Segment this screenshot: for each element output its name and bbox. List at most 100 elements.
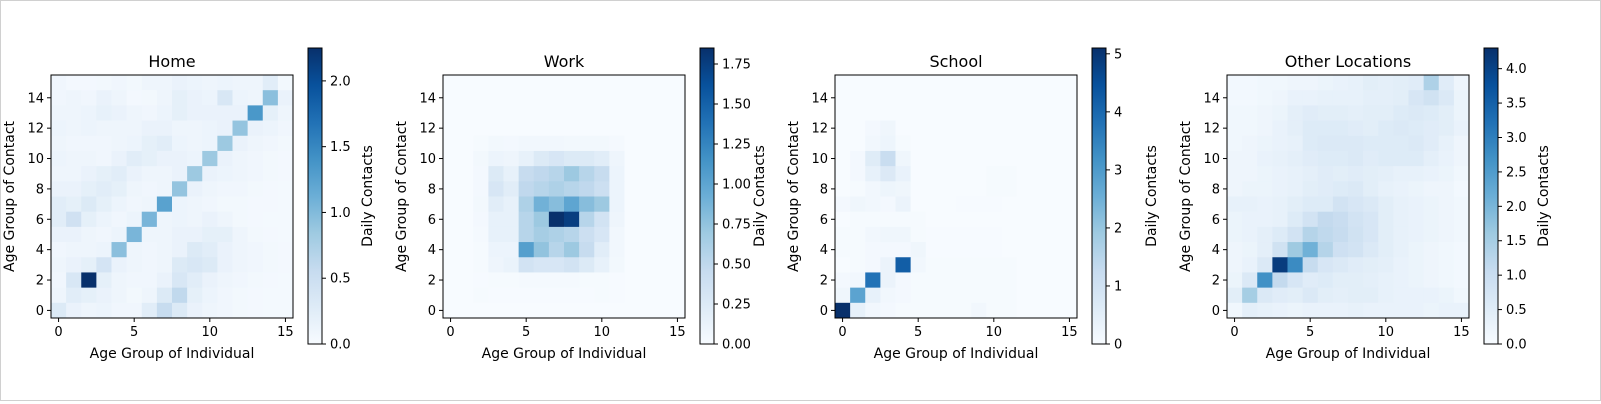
heatmap-cell bbox=[533, 166, 550, 182]
heatmap-cells bbox=[51, 75, 294, 319]
heatmap-cell bbox=[971, 302, 987, 319]
heatmap-cell bbox=[1031, 211, 1048, 228]
heatmap-cell bbox=[1242, 75, 1258, 91]
heatmap-cell bbox=[458, 105, 474, 121]
heatmap-cell bbox=[51, 166, 67, 182]
heatmap-cell bbox=[986, 242, 1002, 258]
heatmap-cell bbox=[1363, 287, 1379, 304]
heatmap-cell bbox=[81, 257, 97, 273]
heatmap-cell bbox=[609, 257, 625, 273]
heatmap-cell bbox=[1031, 166, 1048, 182]
heatmap-cell bbox=[187, 287, 203, 304]
heatmap-cell bbox=[111, 257, 128, 273]
heatmap-cell bbox=[262, 120, 279, 137]
panel-title: Work bbox=[544, 52, 585, 71]
heatmap-cell bbox=[66, 150, 82, 167]
heatmap-cell bbox=[187, 272, 203, 289]
heatmap-cell bbox=[1272, 135, 1288, 152]
heatmap-cell bbox=[488, 135, 504, 152]
colorbar-tick-label: 0.5 bbox=[1506, 303, 1527, 318]
heatmap-cell bbox=[1393, 150, 1409, 167]
heatmap-cell bbox=[277, 211, 294, 228]
heatmap-cell bbox=[971, 257, 987, 273]
heatmap-cell bbox=[232, 181, 249, 197]
heatmap-cell bbox=[503, 120, 520, 137]
heatmap-cell bbox=[1046, 196, 1063, 213]
heatmap-cell bbox=[503, 287, 520, 304]
heatmap-cell bbox=[443, 105, 459, 121]
heatmap-cell bbox=[51, 302, 67, 319]
heatmap-cell bbox=[1363, 302, 1379, 319]
heatmap-cell bbox=[488, 257, 504, 273]
x-tick-label: 15 bbox=[1061, 325, 1078, 340]
heatmap-cell bbox=[1348, 211, 1364, 228]
heatmap-cell bbox=[1031, 120, 1048, 137]
heatmap-cell bbox=[1348, 226, 1364, 243]
heatmap-cell bbox=[172, 166, 188, 182]
heatmap-cell bbox=[81, 211, 97, 228]
heatmap-cell bbox=[247, 287, 264, 304]
heatmap-cell bbox=[835, 181, 851, 197]
heatmap-cell bbox=[880, 196, 896, 213]
heatmap-cell bbox=[247, 226, 264, 243]
heatmap-cell bbox=[1061, 90, 1078, 106]
heatmap-cell bbox=[126, 166, 143, 182]
heatmap-cell bbox=[925, 257, 942, 273]
heatmap-cell bbox=[96, 272, 112, 289]
heatmap-cell bbox=[579, 272, 595, 289]
heatmap-cell bbox=[639, 242, 656, 258]
heatmap-cell bbox=[564, 135, 580, 152]
heatmap-cell bbox=[1227, 257, 1243, 273]
heatmap-cell bbox=[880, 166, 896, 182]
heatmap-cell bbox=[503, 302, 520, 319]
heatmap-cell bbox=[1317, 242, 1334, 258]
heatmap-cell bbox=[1408, 105, 1425, 121]
heatmap-cell bbox=[1031, 181, 1048, 197]
heatmap-cell bbox=[986, 196, 1002, 213]
heatmap-cell bbox=[1302, 196, 1319, 213]
heatmap-cell bbox=[1061, 272, 1078, 289]
heatmap-cell bbox=[458, 211, 474, 228]
heatmap-cell bbox=[1287, 135, 1304, 152]
heatmap-cell bbox=[1242, 90, 1258, 106]
heatmap-cell bbox=[443, 135, 459, 152]
heatmap-cell bbox=[1423, 150, 1440, 167]
colorbar-tick-label: 4.0 bbox=[1506, 62, 1527, 77]
heatmap-cell bbox=[940, 105, 957, 121]
heatmap-cell bbox=[187, 211, 203, 228]
x-axis-label: Age Group of Individual bbox=[482, 346, 647, 362]
heatmap-cell bbox=[654, 272, 671, 289]
heatmap-cell bbox=[1227, 211, 1243, 228]
heatmap-cell bbox=[1242, 226, 1258, 243]
heatmap-cell bbox=[51, 242, 67, 258]
heatmap-cell bbox=[609, 302, 625, 319]
heatmap-cell bbox=[262, 166, 279, 182]
heatmap-cell bbox=[609, 211, 625, 228]
heatmap-cell bbox=[835, 75, 851, 91]
heatmap-cell bbox=[1438, 105, 1455, 121]
heatmap-cell bbox=[232, 120, 249, 137]
heatmap-cell bbox=[518, 150, 535, 167]
heatmap-cell bbox=[488, 105, 504, 121]
heatmap-cell bbox=[443, 120, 459, 137]
heatmap-cell bbox=[96, 150, 112, 167]
heatmap-cell bbox=[66, 272, 82, 289]
heatmap-cell bbox=[624, 181, 641, 197]
heatmap-cell bbox=[971, 120, 987, 137]
heatmap-cell bbox=[262, 226, 279, 243]
colorbar-tick-label: 0.5 bbox=[330, 272, 351, 287]
heatmap-cell bbox=[81, 272, 97, 289]
y-tick-label: 4 bbox=[428, 243, 436, 258]
heatmap-cell bbox=[609, 75, 625, 91]
heatmap-cell bbox=[1242, 287, 1258, 304]
heatmap-cell bbox=[940, 181, 957, 197]
heatmap-cell bbox=[187, 166, 203, 182]
y-tick-label: 14 bbox=[27, 91, 44, 106]
heatmap-cell bbox=[533, 150, 550, 167]
heatmap-cell bbox=[940, 302, 957, 319]
heatmap-cell bbox=[1408, 196, 1425, 213]
heatmap-cell bbox=[1001, 90, 1017, 106]
heatmap-cell bbox=[473, 257, 489, 273]
colorbar-tick-label: 4 bbox=[1114, 105, 1122, 120]
heatmap-cell bbox=[669, 211, 686, 228]
